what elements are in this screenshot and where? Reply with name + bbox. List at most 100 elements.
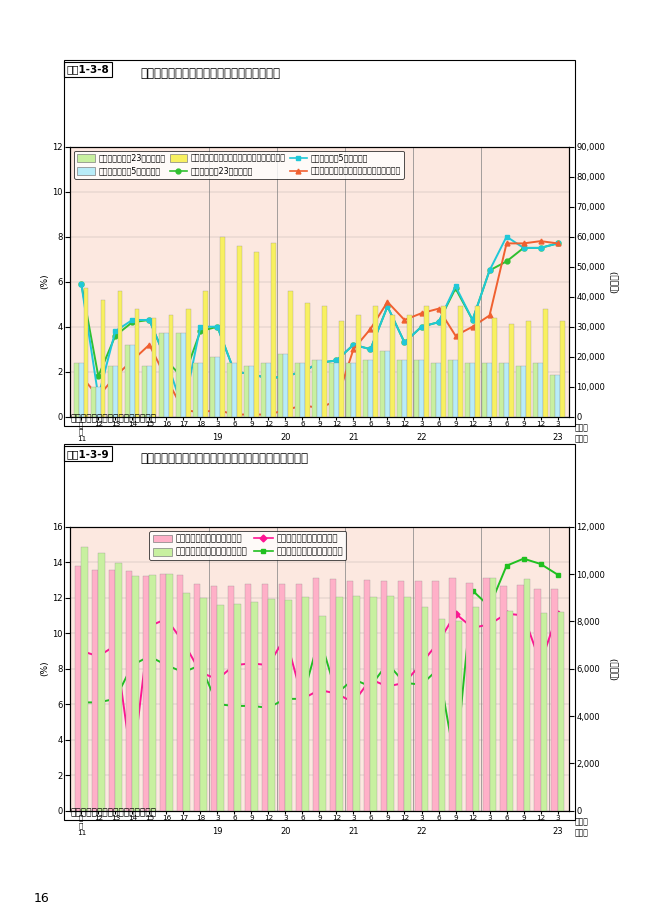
- Bar: [506, 611, 513, 811]
- Bar: [385, 351, 390, 417]
- Bar: [551, 375, 555, 417]
- Bar: [167, 574, 173, 811]
- Text: 22: 22: [416, 433, 427, 442]
- Bar: [288, 290, 292, 417]
- Bar: [271, 243, 276, 417]
- Text: 23: 23: [553, 433, 563, 442]
- Bar: [245, 584, 252, 811]
- Bar: [149, 575, 156, 811]
- Bar: [217, 605, 223, 811]
- Bar: [560, 321, 565, 417]
- Y-axis label: (%): (%): [40, 274, 50, 289]
- Bar: [215, 356, 219, 417]
- Bar: [450, 578, 456, 811]
- Text: 19: 19: [212, 433, 223, 442]
- Y-axis label: (円／坪): (円／坪): [609, 270, 618, 293]
- Bar: [268, 599, 275, 811]
- Bar: [262, 584, 268, 811]
- Text: 資料：シービー・リチャードエリス: 資料：シービー・リチャードエリス: [70, 808, 157, 817]
- Bar: [453, 360, 458, 417]
- Bar: [517, 585, 524, 811]
- Bar: [320, 616, 326, 811]
- Text: （月）: （月）: [574, 818, 588, 826]
- Bar: [475, 306, 480, 417]
- Bar: [198, 363, 203, 417]
- Bar: [500, 363, 504, 417]
- Bar: [237, 245, 242, 417]
- Bar: [302, 596, 308, 811]
- Bar: [159, 333, 164, 417]
- Y-axis label: (%): (%): [40, 660, 50, 677]
- Bar: [334, 363, 339, 417]
- Bar: [368, 360, 373, 417]
- Text: オフィスビル賃料及び空室率の推移（東京）: オフィスビル賃料及び空室率の推移（東京）: [140, 67, 280, 80]
- Bar: [533, 363, 538, 417]
- Legend: 平均募集賃料・大阪（右軸）, 平均募集賃料・名古屋（右軸）, 平均空室率・大阪（左軸）, 平均空室率・名古屋（左軸）: 平均募集賃料・大阪（右軸）, 平均募集賃料・名古屋（右軸）, 平均空室率・大阪（…: [149, 531, 347, 561]
- Bar: [91, 387, 96, 417]
- Bar: [405, 596, 411, 811]
- Bar: [466, 583, 472, 811]
- Text: オフィスビル賃料及び空室率の推移（大阪・名古屋）: オフィスビル賃料及び空室率の推移（大阪・名古屋）: [140, 452, 308, 464]
- Bar: [432, 363, 436, 417]
- Bar: [183, 594, 189, 811]
- Bar: [143, 576, 149, 811]
- Text: 図表1-3-9: 図表1-3-9: [67, 449, 110, 459]
- Bar: [147, 365, 152, 417]
- Bar: [92, 570, 98, 811]
- Text: 20: 20: [280, 827, 290, 836]
- Bar: [177, 575, 183, 811]
- Bar: [194, 584, 201, 811]
- Bar: [113, 365, 118, 417]
- Bar: [472, 607, 479, 811]
- Text: 21: 21: [349, 827, 359, 836]
- Bar: [152, 318, 157, 417]
- Bar: [317, 360, 322, 417]
- Bar: [312, 360, 317, 417]
- Y-axis label: (円／坪): (円／坪): [609, 657, 618, 681]
- Bar: [381, 351, 385, 417]
- Bar: [373, 306, 377, 417]
- Bar: [164, 333, 169, 417]
- Bar: [210, 356, 215, 417]
- Bar: [521, 365, 526, 417]
- Bar: [252, 602, 258, 811]
- Bar: [300, 363, 305, 417]
- Bar: [118, 290, 122, 417]
- Bar: [286, 600, 292, 811]
- Bar: [458, 306, 463, 417]
- Bar: [84, 288, 88, 417]
- Bar: [438, 619, 445, 811]
- Bar: [356, 315, 361, 417]
- Legend: 募集賃料　東京23区（右軸）, 募集賃料　主要5区（右軸）, 募集賃料　丸の内・大手町・有楽町（右軸）, 空室率　東京23区（左軸）, 空室率　主要5区（左軸）: 募集賃料 東京23区（右軸）, 募集賃料 主要5区（右軸）, 募集賃料 丸の内・…: [74, 150, 404, 179]
- Bar: [363, 360, 368, 417]
- Bar: [330, 579, 337, 811]
- Bar: [79, 363, 84, 417]
- Text: 16: 16: [33, 892, 50, 905]
- Bar: [397, 360, 402, 417]
- Bar: [509, 323, 514, 417]
- Bar: [371, 596, 377, 811]
- Text: 23: 23: [553, 827, 563, 836]
- Bar: [132, 576, 138, 811]
- Bar: [535, 589, 541, 811]
- Text: （年）: （年）: [574, 829, 588, 837]
- Bar: [115, 563, 122, 811]
- Bar: [234, 604, 241, 811]
- Bar: [201, 598, 207, 811]
- Bar: [339, 321, 344, 417]
- Text: 20: 20: [280, 433, 290, 442]
- Bar: [211, 585, 217, 811]
- Bar: [98, 552, 104, 811]
- Bar: [490, 578, 496, 811]
- Bar: [398, 581, 405, 811]
- Bar: [74, 363, 79, 417]
- Bar: [448, 360, 453, 417]
- Bar: [160, 574, 167, 811]
- Bar: [407, 315, 411, 417]
- Text: 22: 22: [416, 827, 427, 836]
- Text: 図表1-3-8: 図表1-3-8: [67, 64, 110, 74]
- Bar: [295, 363, 300, 417]
- Bar: [126, 572, 132, 811]
- Bar: [322, 306, 326, 417]
- Bar: [181, 333, 186, 417]
